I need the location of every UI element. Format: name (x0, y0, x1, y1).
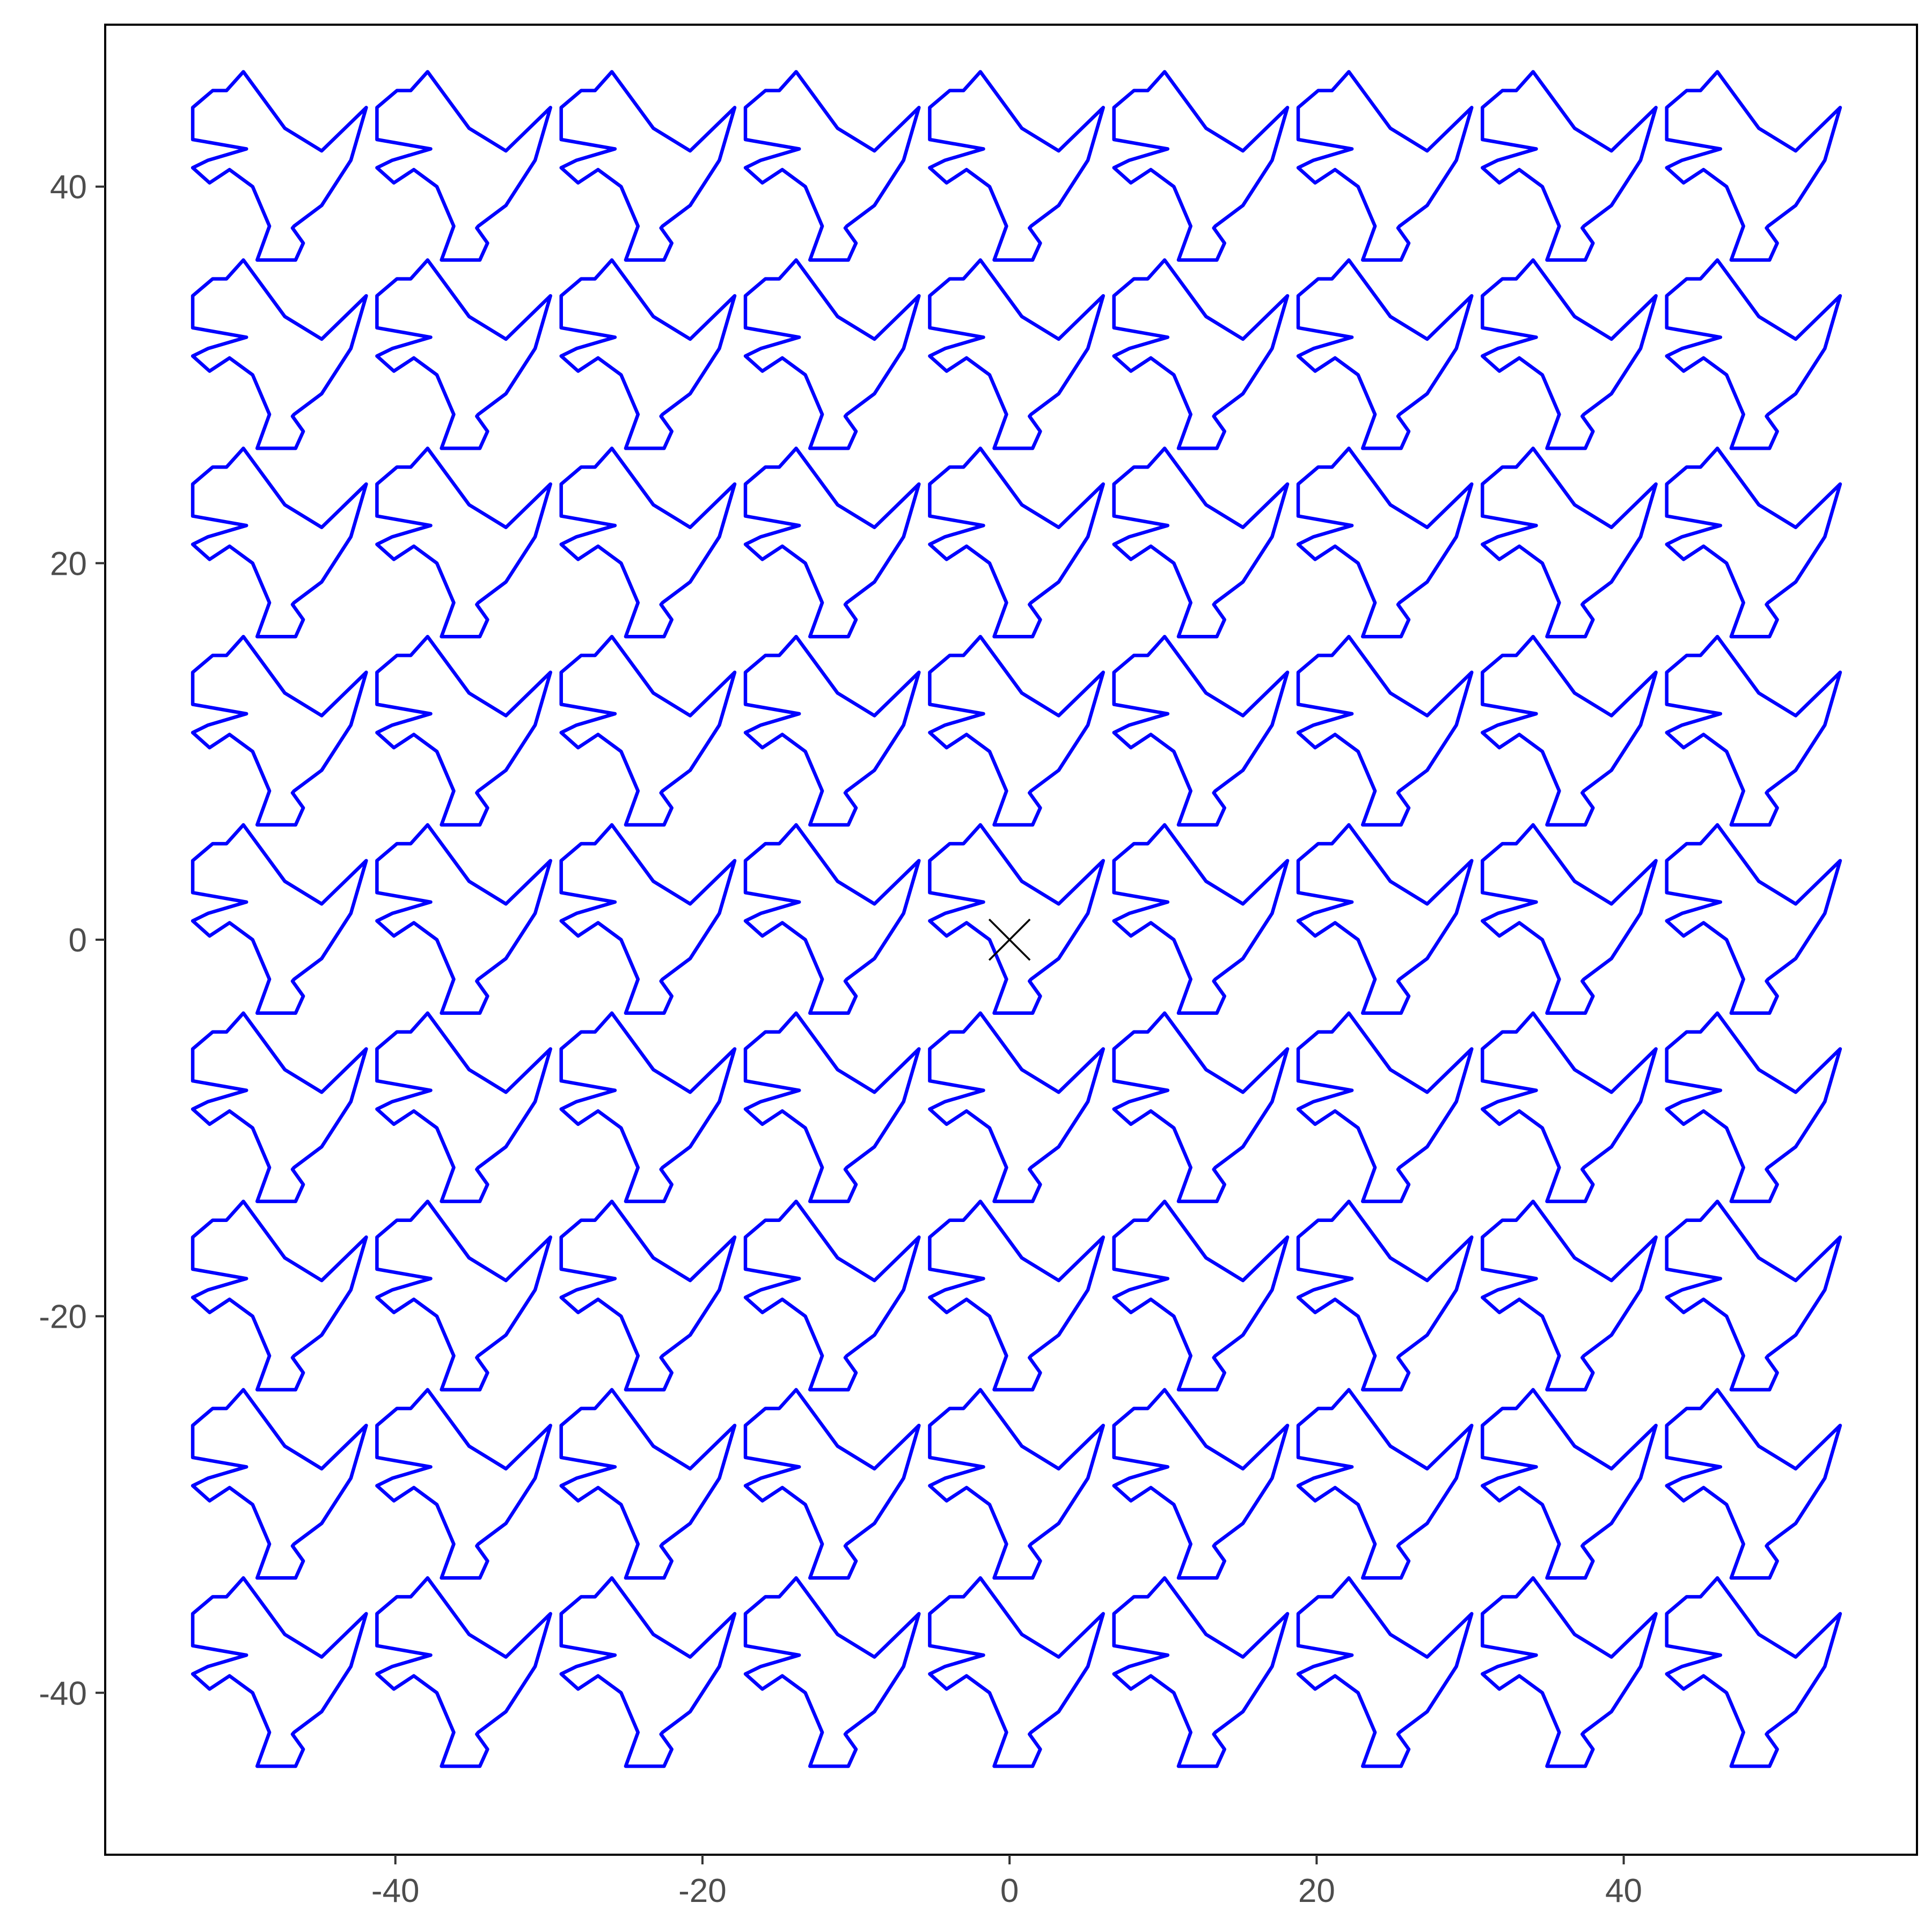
dino-outline-r0-c1 (375, 70, 552, 262)
dino-outline-r6-c4 (928, 1199, 1105, 1392)
dino-outline-r4-c4 (928, 823, 1105, 1015)
dino-outline-r6-c2 (559, 1199, 737, 1392)
dino-outline-r1-c3 (743, 258, 921, 450)
dino-outline-r4-c6 (1296, 823, 1474, 1015)
dino-outline-r7-c3 (743, 1388, 921, 1580)
dino-outline-r7-c5 (1112, 1388, 1290, 1580)
x-tick-label: 0 (1000, 1872, 1019, 1909)
dino-outline-r2-c2 (559, 447, 737, 639)
x-tick-label: -20 (678, 1872, 727, 1909)
dino-outline-r6-c3 (743, 1199, 921, 1392)
dino-outline-r0-c0 (191, 70, 368, 262)
dino-outline-r6-c5 (1112, 1199, 1290, 1392)
dino-outline-r2-c0 (191, 447, 368, 639)
y-tick-label: 40 (50, 169, 87, 206)
y-tick-label: 20 (50, 545, 87, 582)
dino-outline-r6-c6 (1296, 1199, 1474, 1392)
dino-outline-r3-c8 (1665, 634, 1842, 827)
dino-outline-r5-c3 (743, 1011, 921, 1203)
shape-series-layer (191, 70, 1842, 1768)
dino-outline-r5-c5 (1112, 1011, 1290, 1203)
dino-outline-r5-c1 (375, 1011, 552, 1203)
dino-outline-r8-c3 (743, 1576, 921, 1768)
dino-outline-r1-c8 (1665, 258, 1842, 450)
dino-outline-r4-c2 (559, 823, 737, 1015)
dino-outline-r0-c4 (928, 70, 1105, 262)
dino-outline-r7-c1 (375, 1388, 552, 1580)
x-tick-label: 20 (1298, 1872, 1335, 1909)
dino-outline-r7-c2 (559, 1388, 737, 1580)
dino-outline-r1-c5 (1112, 258, 1290, 450)
dino-outline-r5-c4 (928, 1011, 1105, 1203)
dino-outline-r4-c7 (1481, 823, 1658, 1015)
dino-outline-r7-c0 (191, 1388, 368, 1580)
dino-outline-r1-c6 (1296, 258, 1474, 450)
dino-outline-r0-c2 (559, 70, 737, 262)
dino-outline-r2-c7 (1481, 447, 1658, 639)
marker-layer (988, 918, 1031, 961)
dino-outline-r4-c8 (1665, 823, 1842, 1015)
dino-outline-r5-c0 (191, 1011, 368, 1203)
y-tick-label: -20 (39, 1299, 87, 1336)
dino-outline-r6-c0 (191, 1199, 368, 1392)
dino-outline-r1-c1 (375, 258, 552, 450)
dino-outline-r1-c0 (191, 258, 368, 450)
dino-outline-r2-c5 (1112, 447, 1290, 639)
dino-outline-r7-c4 (928, 1388, 1105, 1580)
dino-outline-r2-c1 (375, 447, 552, 639)
dino-outline-r0-c8 (1665, 70, 1842, 262)
dino-outline-r5-c8 (1665, 1011, 1842, 1203)
dino-outline-r3-c7 (1481, 634, 1658, 827)
dino-outline-r6-c7 (1481, 1199, 1658, 1392)
dino-outline-r7-c6 (1296, 1388, 1474, 1580)
y-tick-label: 0 (69, 922, 87, 959)
dino-outline-r5-c6 (1296, 1011, 1474, 1203)
dino-outline-r6-c1 (375, 1199, 552, 1392)
dino-outline-r3-c3 (743, 634, 921, 827)
dino-outline-r0-c7 (1481, 70, 1658, 262)
dino-outline-r8-c1 (375, 1576, 552, 1768)
dino-outline-r3-c5 (1112, 634, 1290, 827)
dino-outline-r2-c4 (928, 447, 1105, 639)
dino-outline-r5-c2 (559, 1011, 737, 1203)
dino-outline-r4-c3 (743, 823, 921, 1015)
dino-outline-r7-c8 (1665, 1388, 1842, 1580)
dino-outline-r8-c4 (928, 1576, 1105, 1768)
y-tick-label: -40 (39, 1675, 87, 1712)
dino-outline-r3-c4 (928, 634, 1105, 827)
origin-x-marker (988, 918, 1031, 961)
x-axis: -40 -20 0 20 40 (371, 1855, 1642, 1909)
dino-outline-r4-c5 (1112, 823, 1290, 1015)
dino-outline-r8-c7 (1481, 1576, 1658, 1768)
dino-outline-r4-c1 (375, 823, 552, 1015)
dino-outline-r3-c6 (1296, 634, 1474, 827)
dino-outline-r2-c8 (1665, 447, 1842, 639)
dino-outline-r2-c3 (743, 447, 921, 639)
dino-outline-r8-c5 (1112, 1576, 1290, 1768)
dino-outline-r8-c2 (559, 1576, 737, 1768)
y-axis: -40 -20 0 20 40 (39, 169, 105, 1712)
dino-outline-r3-c1 (375, 634, 552, 827)
dino-outline-r6-c8 (1665, 1199, 1842, 1392)
dino-outline-r3-c2 (559, 634, 737, 827)
dino-outline-r2-c6 (1296, 447, 1474, 639)
dino-outline-r8-c0 (191, 1576, 368, 1768)
dino-outline-r7-c7 (1481, 1388, 1658, 1580)
dino-outline-r5-c7 (1481, 1011, 1658, 1203)
dino-outline-r0-c3 (743, 70, 921, 262)
x-tick-label: 40 (1605, 1872, 1642, 1909)
dino-outline-r0-c6 (1296, 70, 1474, 262)
dino-outline-r1-c4 (928, 258, 1105, 450)
dino-outline-r8-c8 (1665, 1576, 1842, 1768)
dino-outline-r1-c2 (559, 258, 737, 450)
dino-outline-r0-c5 (1112, 70, 1290, 262)
dino-outline-r4-c0 (191, 823, 368, 1015)
dino-outline-r8-c6 (1296, 1576, 1474, 1768)
dino-outline-r1-c7 (1481, 258, 1658, 450)
x-tick-label: -40 (371, 1872, 420, 1909)
dino-outline-r3-c0 (191, 634, 368, 827)
